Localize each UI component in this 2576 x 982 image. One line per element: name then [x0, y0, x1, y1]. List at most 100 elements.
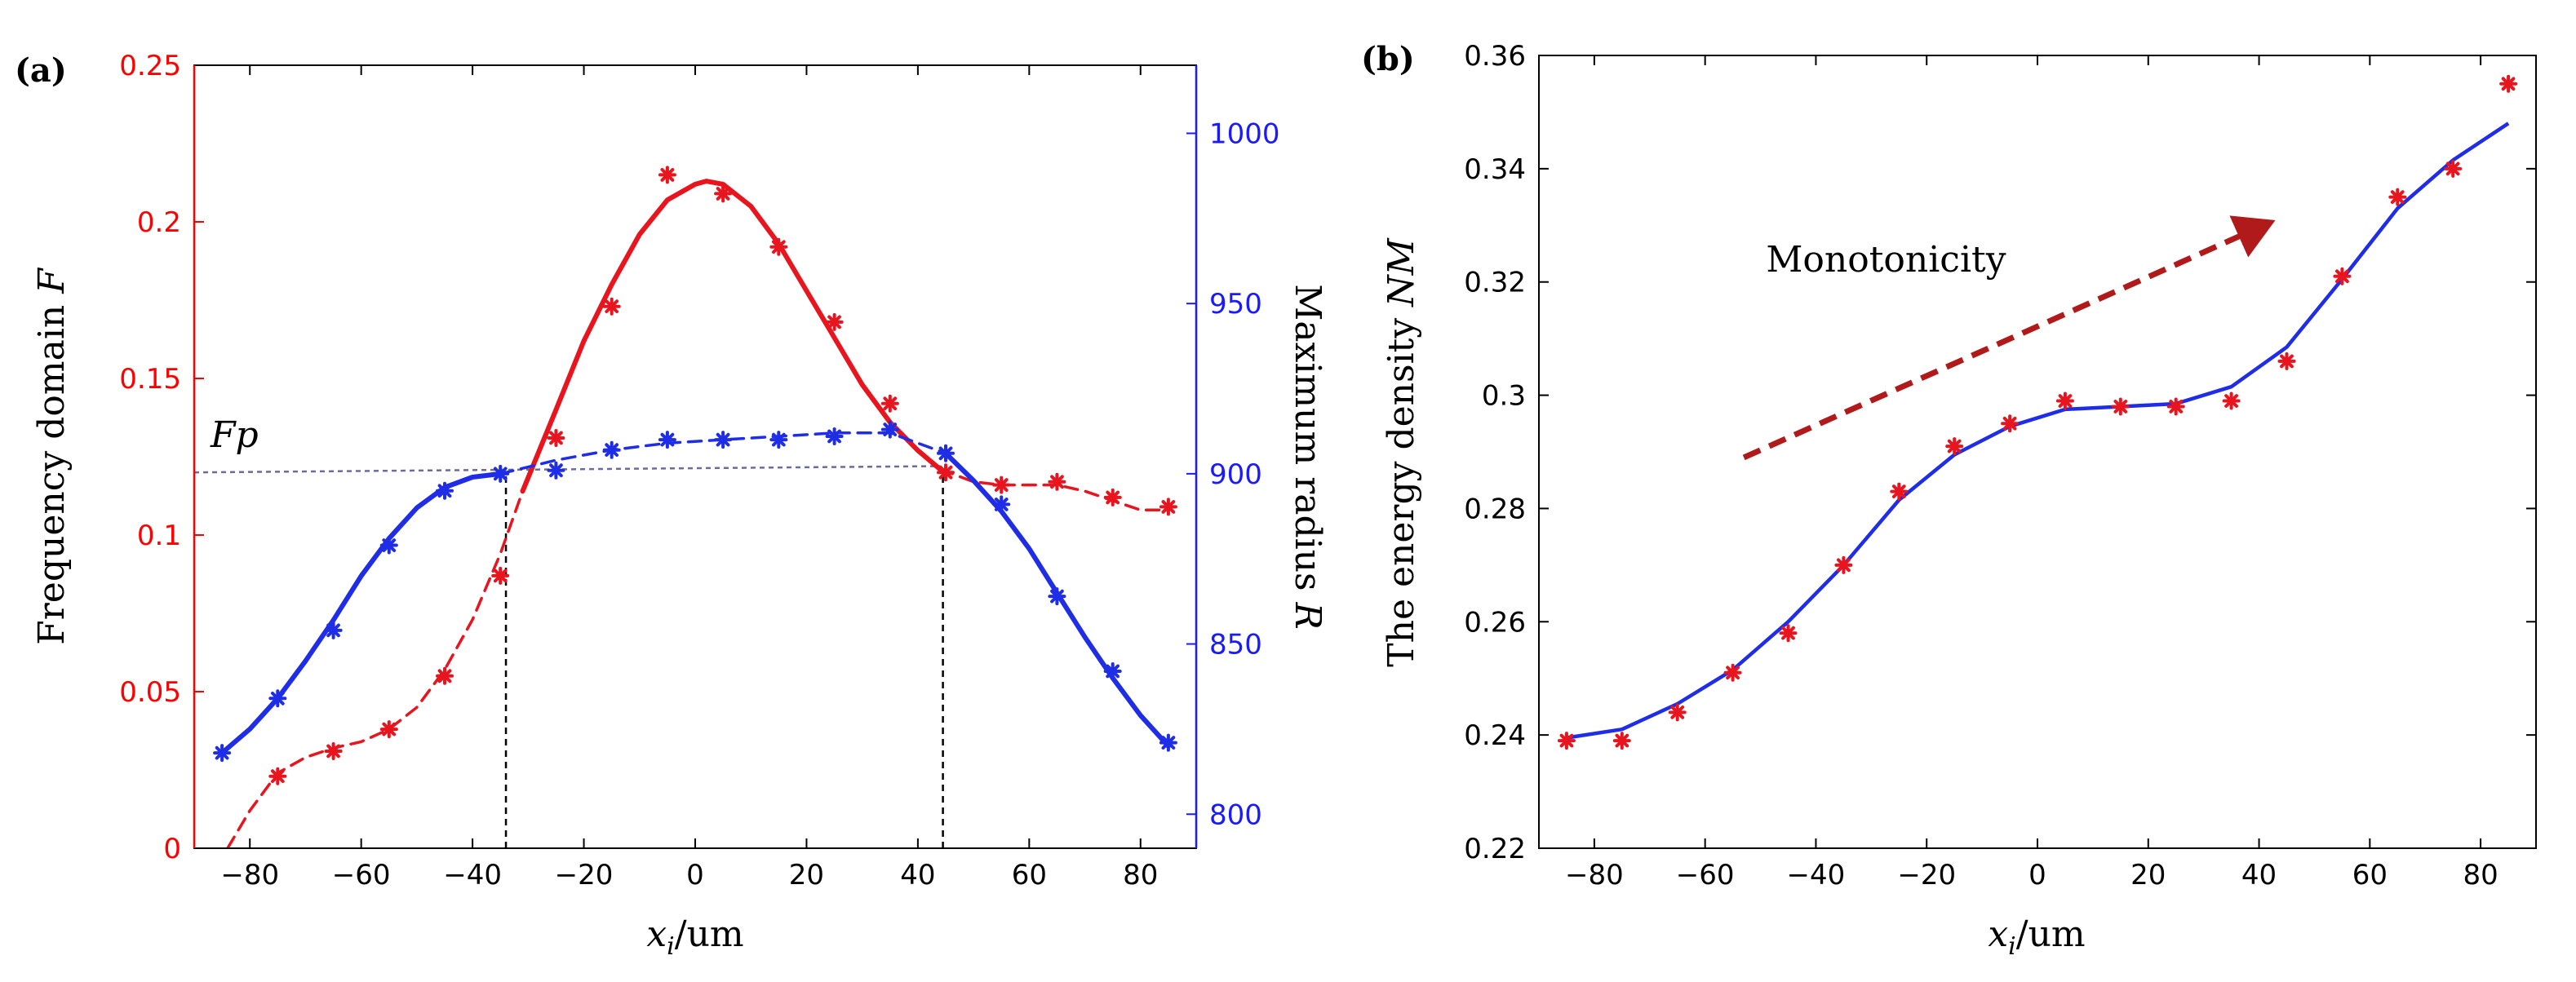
panel-b-y-tick-label: 0.32: [1464, 267, 1526, 299]
panel-b-x-tick-label: 0: [2028, 859, 2046, 891]
panel-a-data-point: [1103, 662, 1122, 680]
panel-a-data-point: [324, 742, 343, 760]
panel-a-data-point: [769, 237, 788, 256]
panel-a-label: (a): [15, 51, 67, 90]
panel-a-data-point: [992, 476, 1011, 494]
panel-a-data-point: [547, 461, 565, 480]
panel-b-data-point: [2001, 414, 2020, 433]
panel-a-series-line: [219, 471, 503, 756]
panel-b-label: (b): [1361, 40, 1415, 78]
panel-b-y-tick-label: 0.36: [1464, 40, 1526, 73]
panel-b-data-point: [1557, 732, 1576, 750]
panel-a-y-right-tick-label: 1000: [1209, 117, 1280, 150]
panel-a: (a) −80 −60 −40 −20 0 20 40 60 8000.050.10.150.2…: [15, 50, 1328, 961]
panel-b-y-tick-label: 0.28: [1464, 493, 1526, 525]
panel-b-data-point: [2166, 397, 2185, 416]
panel-b-ticks: −80 −60 −40 −20 0 20 40 60 80 0.22 0.24 0.26 0.28 0.3…: [1464, 40, 2536, 891]
panel-a-x-tick-label: 0: [686, 859, 704, 891]
panel-b-data-point: [2111, 397, 2130, 416]
panel-a-y-right-tick-label: 950: [1209, 288, 1262, 321]
panel-b-data-point: [2055, 391, 2074, 410]
panel-a-data-point: [825, 312, 844, 331]
panel-b-x-tick-label: 40: [2241, 859, 2277, 891]
monotonicity-arrow: [1742, 215, 2276, 461]
panel-a-data-point: [658, 431, 676, 449]
fp-label: Fp: [210, 414, 259, 456]
panel-b-x-tick-label: −80: [1565, 859, 1624, 891]
panel-a-data-point: [1159, 733, 1177, 752]
panel-a-data-point: [379, 720, 398, 739]
panel-a-data-point: [937, 463, 955, 482]
panel-a-data-point: [436, 481, 454, 500]
panel-b-y-tick-label: 0.26: [1464, 606, 1526, 639]
panel-b-y-title: The energy density NM: [1381, 237, 1422, 666]
panel-b-data-point: [1668, 703, 1687, 722]
panel-a-data-point: [379, 536, 398, 555]
panel-b-x-tick-label: −40: [1787, 859, 1846, 891]
panel-a-data-point: [1048, 472, 1066, 491]
panel-b-data-point: [2499, 74, 2518, 93]
panel-b-y-tick-label: 0.22: [1464, 833, 1526, 865]
panel-a-data-point: [658, 166, 676, 184]
panel-a-data-point: [436, 666, 454, 685]
panel-a-data-point: [937, 444, 955, 462]
panel-b-data-point: [1779, 624, 1798, 643]
panel-a-x-tick-label: −20: [555, 859, 614, 891]
panel-b-data-point: [2222, 391, 2241, 410]
panel-a-x-tick-label: −40: [443, 859, 502, 891]
panel-a-data-point: [602, 297, 621, 316]
panel-b-y-tick-label: 0.24: [1464, 719, 1526, 752]
panel-b-y-tick-label: 0.3: [1482, 380, 1526, 413]
panel-a-data-point: [547, 429, 565, 447]
panel-a-series-line: [938, 467, 1170, 512]
panel-b-x-tick-label: 20: [2130, 859, 2166, 891]
panel-a-data-point: [324, 621, 343, 639]
panel-b-x-tick-label: −60: [1676, 859, 1735, 891]
panel-a-y-left-title: Frequency domain F: [31, 268, 73, 645]
panel-b-data-point: [1945, 437, 1964, 456]
panel-a-y-left-tick-label: 0: [163, 833, 181, 865]
panel-a-y-right-tick-label: 850: [1209, 629, 1262, 661]
panel-a-y-right-tick-label: 800: [1209, 798, 1262, 831]
panel-b-data-point: [1723, 663, 1742, 682]
panel-b-x-tick-label: −20: [1897, 859, 1956, 891]
panel-a-x-title: xi/um: [646, 913, 743, 961]
panel-b-x-tick-label: 60: [2352, 859, 2388, 891]
panel-b-y-tick-label: 0.34: [1464, 153, 1526, 186]
panel-a-x-tick-label: −60: [332, 859, 391, 891]
panel-a-data-point: [714, 184, 733, 203]
panel-a-y-right-tick-label: 900: [1209, 458, 1262, 491]
panel-b-fit-line: [1566, 122, 2510, 740]
panel-a-data-point: [268, 767, 287, 785]
monotonicity-label: Monotonicity: [1766, 239, 2006, 281]
panel-a-x-tick-label: 40: [900, 859, 935, 891]
panel-a-data-point: [825, 427, 844, 445]
panel-b-frame: [1538, 55, 2537, 849]
panel-a-data-point: [1048, 587, 1066, 606]
panel-a-x-tick-label: 20: [789, 859, 824, 891]
panel-a-plot-area: [194, 166, 1177, 848]
panel-a-y-left-tick-label: 0.1: [137, 520, 181, 552]
panel-b-data-point: [2277, 352, 2296, 370]
panel-a-data-point: [1103, 488, 1122, 506]
panel-a-data-point: [491, 566, 510, 585]
panel-a-y-left-tick-label: 0.2: [137, 206, 181, 239]
panel-a-y-left-tick-label: 0.15: [119, 363, 181, 396]
panel-a-y-left-tick-label: 0.05: [119, 676, 181, 709]
panel-a-data-point: [1159, 498, 1177, 516]
panel-a-data-point: [491, 464, 510, 483]
panel-a-data-point: [992, 495, 1011, 514]
panel-b-x-title: xi/um: [1988, 913, 2085, 961]
panel-b: (b) −80 −60 −40 −20 0 20 40 60 80 0.22 0.24 0.26 0.2…: [1361, 40, 2537, 961]
panel-b-plot-area: [1557, 74, 2518, 750]
panel-b-data-point: [2444, 159, 2463, 178]
panel-a-data-point: [769, 431, 788, 449]
panel-a-series-line: [226, 489, 525, 848]
panel-a-data-point: [880, 420, 899, 439]
panel-b-data-point: [1612, 732, 1631, 750]
panel-b-data-point: [1834, 555, 1853, 574]
panel-a-series-line: [520, 179, 943, 494]
panel-a-data-point: [714, 431, 733, 449]
panel-b-data-point: [2333, 267, 2352, 285]
